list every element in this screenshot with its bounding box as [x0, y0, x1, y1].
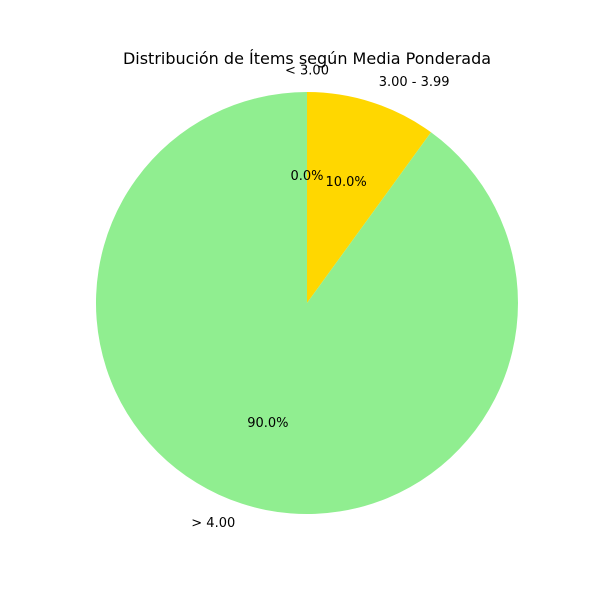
- slice-label: < 3.00: [285, 63, 329, 78]
- slice-percentage: 10.0%: [325, 175, 366, 190]
- pie-slice: [95, 91, 518, 514]
- slice-percentage: 90.0%: [247, 416, 288, 431]
- slice-label: > 4.00: [191, 516, 235, 531]
- slice-percentage: 0.0%: [290, 169, 323, 184]
- slice-label: 3.00 - 3.99: [379, 75, 450, 90]
- pie-slice: [307, 92, 432, 303]
- chart-title: Distribución de Ítems según Media Ponder…: [123, 49, 491, 68]
- pie-slices: [95, 91, 518, 514]
- pie-labels: < 3.00 0.0% 3.00 - 3.99 10.0% > 4.00 90.0%: [191, 63, 449, 531]
